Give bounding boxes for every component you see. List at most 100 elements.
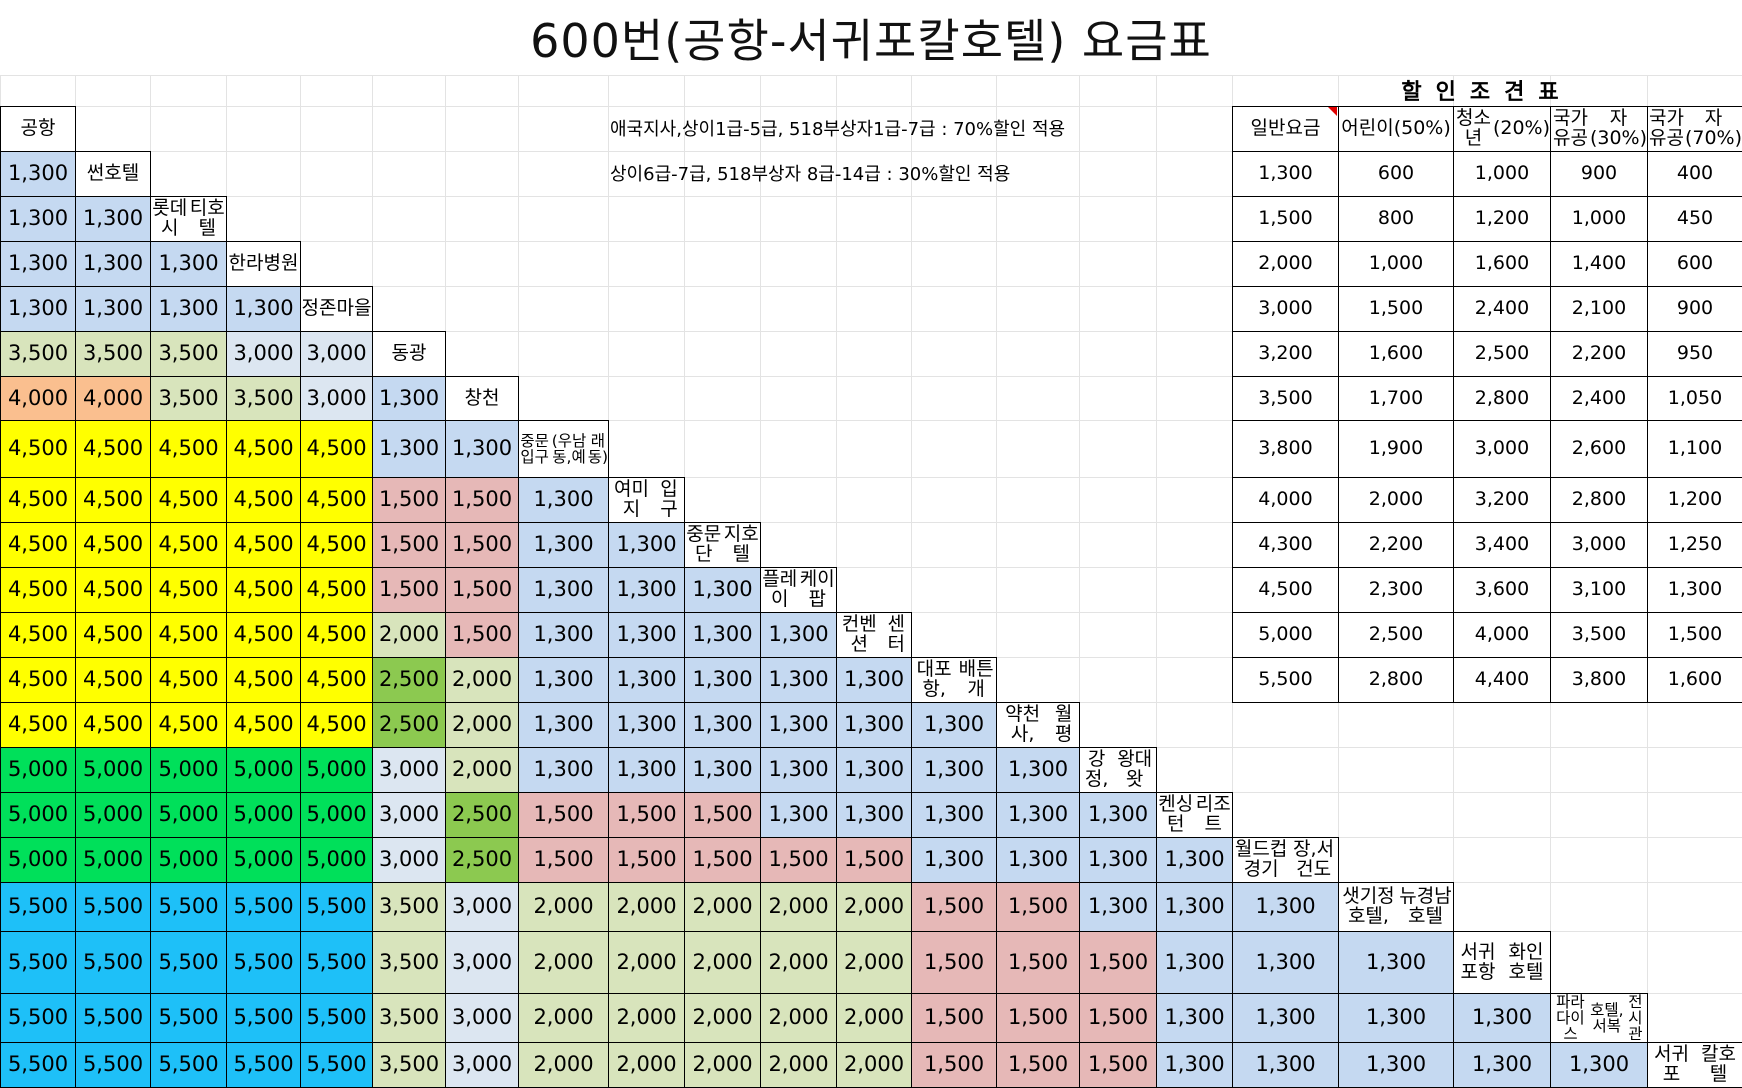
- discount-cell: 3,500: [1232, 376, 1339, 421]
- discount-cell: 2,800: [1550, 477, 1648, 523]
- fare-cell: 5,500: [0, 1042, 76, 1088]
- fare-cell: 1,300: [150, 241, 227, 287]
- fare-cell: 1,300: [1156, 837, 1233, 883]
- fare-cell: 1,500: [996, 931, 1080, 994]
- fare-cell: 2,000: [836, 882, 912, 932]
- fare-cell: 1,500: [911, 993, 997, 1043]
- fare-cell: 2,000: [608, 1042, 685, 1088]
- label-line: 롯데시: [152, 197, 188, 239]
- fare-cell: 4,500: [300, 477, 373, 523]
- fare-cell: 1,300: [1453, 993, 1551, 1043]
- discount-cell: 950: [1647, 331, 1742, 377]
- fare-cell: 1,300: [372, 420, 446, 478]
- fare-cell: 1,300: [1232, 993, 1339, 1043]
- fare-cell: 1,500: [1079, 993, 1157, 1043]
- stop-label: 대포항, 배튼개: [911, 657, 997, 703]
- label-line: 국가유공: [1648, 107, 1684, 149]
- stop-label: 공항: [0, 106, 76, 152]
- discount-note-30: 상이6급-7급, 518부상자 8급-14급 : 30%할인 적용: [610, 164, 1011, 185]
- discount-cell: 600: [1338, 151, 1454, 197]
- discount-cell: 4,300: [1232, 522, 1339, 568]
- fare-cell: 5,000: [75, 837, 151, 883]
- fare-cell: 2,500: [445, 792, 519, 838]
- fare-cell: 2,000: [372, 612, 446, 658]
- discount-cell: 3,000: [1550, 522, 1648, 568]
- fare-cell: 2,000: [608, 882, 685, 932]
- discount-cell: 4,500: [1232, 567, 1339, 613]
- fare-cell: 1,300: [75, 241, 151, 287]
- fare-cell: 2,500: [372, 702, 446, 748]
- fare-cell: 3,500: [372, 993, 446, 1043]
- stop-label: 창천: [445, 376, 519, 421]
- grid-row-line: [0, 75, 1742, 76]
- discount-cell: 4,400: [1453, 657, 1551, 703]
- fare-cell: 4,500: [226, 477, 301, 523]
- discount-cell: 2,000: [1232, 241, 1339, 287]
- stop-label: 샛기정호텔, 뉴경남호텔: [1338, 882, 1454, 932]
- fare-cell: 1,300: [608, 522, 685, 568]
- fare-cell: 1,300: [518, 702, 609, 748]
- label-line: 배튼개: [958, 658, 994, 700]
- stop-label: 중문단 지호텔: [684, 522, 761, 568]
- fare-cell: 1,500: [445, 612, 519, 658]
- label-line: 마을: [336, 297, 372, 320]
- fare-cell: 1,300: [760, 657, 837, 703]
- discount-cell: 3,100: [1550, 567, 1648, 613]
- discount-cell: 1,200: [1453, 196, 1551, 242]
- fare-cell: 5,500: [300, 1042, 373, 1088]
- discount-header: 어린이 (50%): [1338, 106, 1454, 152]
- discount-note-70: 애국지사,상이1급-5급, 518부상자1급-7급 : 70%할인 적용: [610, 119, 1066, 140]
- fare-cell: 1,300: [1156, 931, 1233, 994]
- discount-cell: 5,500: [1232, 657, 1339, 703]
- fare-cell: 1,300: [911, 837, 997, 883]
- fare-cell: 3,500: [0, 331, 76, 377]
- fare-cell: 2,000: [836, 993, 912, 1043]
- discount-cell: 600: [1647, 241, 1742, 287]
- stop-label: 여미지 입구: [608, 477, 685, 523]
- discount-cell: 1,900: [1338, 420, 1454, 478]
- stop-label: 강정, 왕대왓: [1079, 747, 1157, 793]
- fare-cell: 1,300: [1156, 882, 1233, 932]
- fare-cell: 1,500: [760, 837, 837, 883]
- fare-cell: 4,500: [75, 522, 151, 568]
- fare-cell: 1,300: [684, 657, 761, 703]
- label-line: 정존: [301, 297, 337, 320]
- fare-cell: 4,500: [0, 420, 76, 478]
- label-line: 서귀포: [1654, 1043, 1689, 1085]
- discount-cell: 1,600: [1453, 241, 1551, 287]
- fare-cell: 1,500: [372, 477, 446, 523]
- fare-cell: 1,300: [0, 241, 76, 287]
- fare-cell: 1,500: [911, 882, 997, 932]
- fare-cell: 3,000: [226, 331, 301, 377]
- label-line: 일반요금: [1250, 117, 1321, 140]
- label-line: 호텔,서복: [1590, 1000, 1624, 1035]
- fare-cell: 1,300: [1232, 882, 1339, 932]
- fare-cell: 4,500: [300, 612, 373, 658]
- fare-cell: 2,000: [608, 931, 685, 994]
- fare-cell: 1,300: [445, 420, 519, 478]
- discount-cell: 1,700: [1338, 376, 1454, 421]
- fare-cell: 5,500: [226, 993, 301, 1043]
- label-line: 월드컵경기: [1234, 838, 1288, 880]
- fare-cell: 4,500: [0, 612, 76, 658]
- label-line: 입구: [660, 478, 678, 520]
- fare-cell: 1,300: [760, 792, 837, 838]
- discount-cell: 3,200: [1232, 331, 1339, 377]
- grid-row-line: [0, 477, 1742, 478]
- discount-cell: 2,300: [1338, 567, 1454, 613]
- fare-cell: 1,300: [760, 612, 837, 658]
- fare-cell: 4,500: [0, 522, 76, 568]
- fare-cell: 1,300: [1232, 931, 1339, 994]
- fare-cell: 5,000: [150, 837, 227, 883]
- fare-cell: 5,500: [150, 993, 227, 1043]
- fare-cell: 5,500: [300, 882, 373, 932]
- discount-cell: 2,000: [1338, 477, 1454, 523]
- label-line: 병원: [263, 252, 299, 275]
- fare-cell: 1,500: [684, 837, 761, 883]
- fare-cell: 4,500: [150, 702, 227, 748]
- discount-cell: 1,300: [1232, 151, 1339, 197]
- fare-cell: 4,500: [150, 657, 227, 703]
- fare-cell: 2,000: [760, 993, 837, 1043]
- fare-cell: 3,000: [372, 747, 446, 793]
- stop-label: 월드컵경기 장,서건도: [1232, 837, 1339, 883]
